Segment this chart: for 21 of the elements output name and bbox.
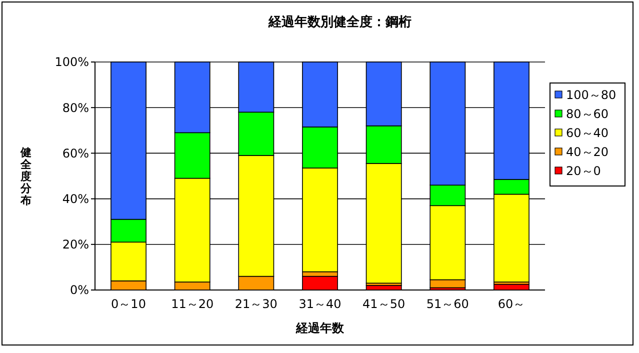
- y-tick-label: 80%: [62, 100, 89, 115]
- x-tick-label: 41～50: [362, 297, 406, 311]
- x-tick-label: 31～40: [298, 297, 342, 311]
- x-tick-label: 60～: [498, 297, 526, 311]
- x-tick-label: 21～30: [234, 297, 278, 311]
- legend-label: 20～0: [566, 164, 601, 178]
- legend-label: 60～40: [566, 126, 609, 140]
- y-axis-title: 健全度分布: [20, 146, 32, 207]
- y-tick-label: 100%: [54, 55, 89, 70]
- x-axis-title: 経過年数: [295, 321, 345, 335]
- y-tick-label: 20%: [62, 238, 89, 252]
- x-tick-label: 11～20: [171, 297, 214, 311]
- x-tick-label: 0～10: [111, 297, 146, 311]
- x-tick-label: 51～60: [426, 297, 469, 311]
- chart-title: 経過年数別健全度：鋼桁: [268, 14, 412, 30]
- y-tick-label: 0%: [70, 283, 89, 298]
- legend-label: 80～60: [566, 107, 609, 122]
- y-tick-label: 60%: [62, 146, 89, 160]
- legend-label: 100～80: [566, 88, 616, 102]
- legend-label: 40～20: [566, 145, 609, 160]
- y-tick-label: 40%: [62, 192, 89, 206]
